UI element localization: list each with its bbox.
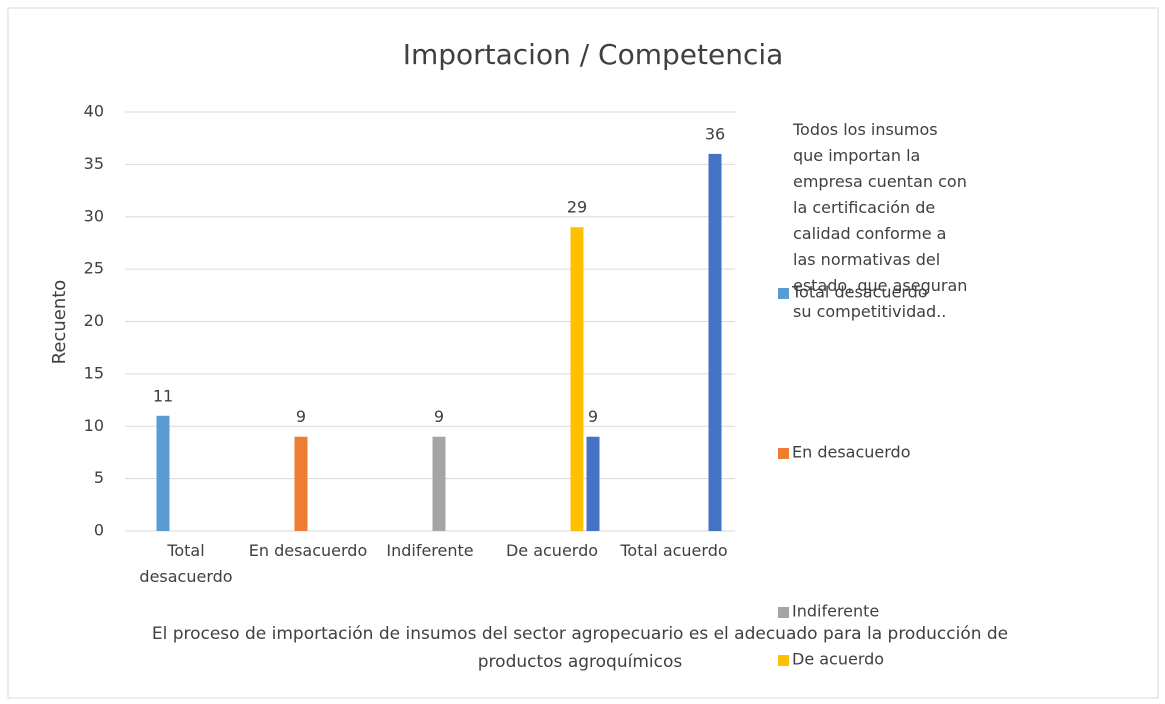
legend-swatch: [778, 288, 789, 299]
data-label: 29: [567, 198, 587, 217]
legend-label: De acuerdo: [792, 650, 884, 669]
x-tick-label: Total acuerdo: [620, 541, 728, 560]
bar: [294, 436, 308, 531]
y-tick-label: 10: [84, 416, 104, 435]
legend-swatch: [778, 448, 789, 459]
y-tick-label: 25: [84, 259, 104, 278]
x-axis-title: El proceso de importación de insumos del…: [151, 624, 1009, 672]
x-tick-label: De acuerdo: [505, 541, 599, 560]
legend-swatch: [778, 607, 789, 618]
y-tick-label: 30: [84, 206, 104, 225]
y-tick-label: 20: [84, 311, 104, 330]
bar: [156, 415, 170, 531]
legend-label: Total desacuerdo: [791, 283, 928, 302]
legend-label: Indiferente: [792, 602, 879, 621]
legend-swatch: [778, 655, 789, 666]
y-tick-label: 35: [84, 154, 104, 173]
y-tick-label: 15: [84, 363, 104, 382]
bar: [570, 227, 584, 531]
x-tick-label: Indiferente: [386, 541, 474, 560]
bar: [708, 153, 722, 531]
data-label: 9: [296, 407, 306, 426]
data-label: 36: [705, 124, 725, 143]
data-label: 9: [434, 407, 444, 426]
y-axis-title: Recuento: [49, 280, 70, 365]
bar: [432, 436, 446, 531]
chart-title: Importacion / Competencia: [403, 38, 784, 71]
x-tick-label: Total desacuerdo: [139, 541, 233, 586]
data-label: 11: [153, 386, 173, 405]
x-tick-label: En desacuerdo: [248, 541, 368, 560]
bar: [586, 436, 600, 531]
data-label: 9: [588, 407, 598, 426]
y-tick-label: 40: [84, 102, 104, 121]
y-tick-label: 0: [94, 521, 104, 540]
annotation: Todos los insumos que importan la empres…: [793, 120, 968, 321]
y-tick-label: 5: [94, 468, 104, 487]
legend-label: En desacuerdo: [792, 443, 911, 462]
